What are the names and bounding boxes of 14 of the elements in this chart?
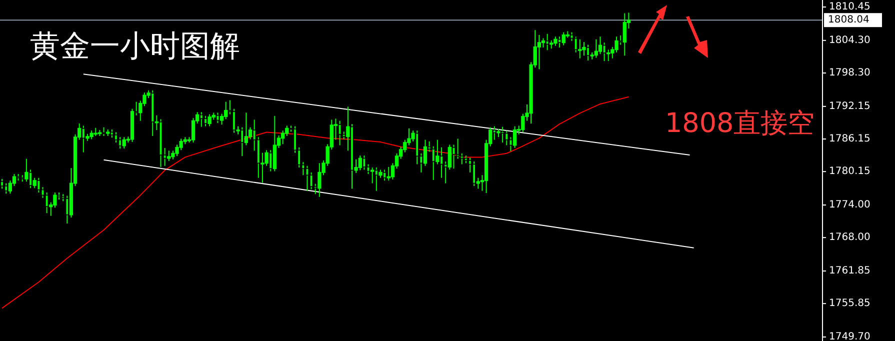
ref-line-label: 1808.04 <box>828 14 870 26</box>
annotation: 1808直接空 <box>665 108 815 139</box>
text: 黄金一小时图解 <box>30 29 240 64</box>
y-tick-label: 1798.30 <box>829 68 870 78</box>
y-tick-label: 1792.15 <box>829 100 870 112</box>
y-tick-label: 1749.70 <box>829 331 870 341</box>
y-tick-label: 1786.15 <box>829 133 870 144</box>
y-tick-label: 1774.00 <box>829 199 870 210</box>
y-tick-label: 1804.30 <box>829 34 870 46</box>
y-tick-label: 1810.45 <box>829 2 870 13</box>
y-tick-label: 1755.85 <box>829 298 870 310</box>
y-tick-label: 1780.15 <box>829 166 870 178</box>
y-tick-label: 1768.00 <box>829 232 870 244</box>
y-tick-label: 1761.85 <box>829 265 870 276</box>
